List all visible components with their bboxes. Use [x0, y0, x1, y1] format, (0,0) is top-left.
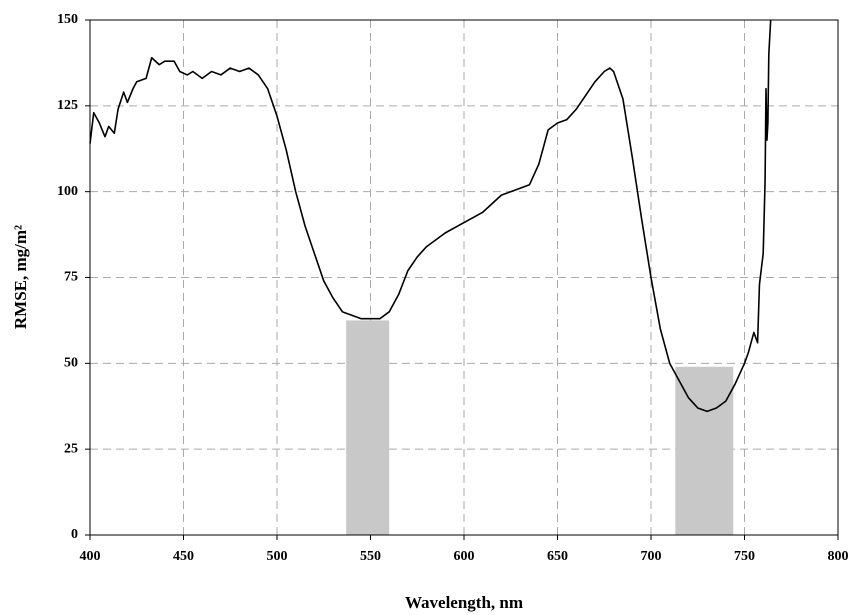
x-tick-label: 450: [173, 549, 194, 564]
y-tick-label: 0: [71, 527, 78, 542]
y-tick-label: 125: [57, 98, 78, 113]
x-tick-label: 550: [360, 549, 381, 564]
y-tick-label: 100: [57, 184, 78, 199]
x-tick-label: 800: [828, 549, 849, 564]
highlight-band: [346, 320, 390, 535]
y-tick-label: 150: [57, 12, 78, 27]
y-tick-label: 50: [64, 356, 78, 371]
x-tick-label: 400: [80, 549, 101, 564]
x-tick-label: 700: [641, 549, 662, 564]
x-axis-label: Wavelength, nm: [405, 593, 523, 612]
x-tick-label: 500: [267, 549, 288, 564]
x-tick-label: 600: [454, 549, 475, 564]
data-line: [89, 19, 772, 413]
plot-frame: [89, 19, 839, 536]
x-tick-label: 750: [734, 549, 755, 564]
x-tick-label: 650: [547, 549, 568, 564]
y-tick-label: 25: [64, 441, 78, 456]
y-axis-label: RMSE, mg/m²: [11, 225, 30, 329]
y-tick-label: 75: [64, 270, 78, 285]
highlight-band: [675, 366, 734, 535]
